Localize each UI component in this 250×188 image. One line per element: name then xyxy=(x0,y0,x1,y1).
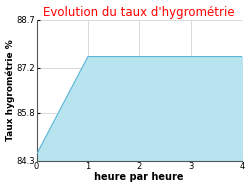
Y-axis label: Taux hygrométrie %: Taux hygrométrie % xyxy=(6,39,15,141)
X-axis label: heure par heure: heure par heure xyxy=(94,172,184,182)
Title: Evolution du taux d'hygrométrie: Evolution du taux d'hygrométrie xyxy=(44,6,235,19)
